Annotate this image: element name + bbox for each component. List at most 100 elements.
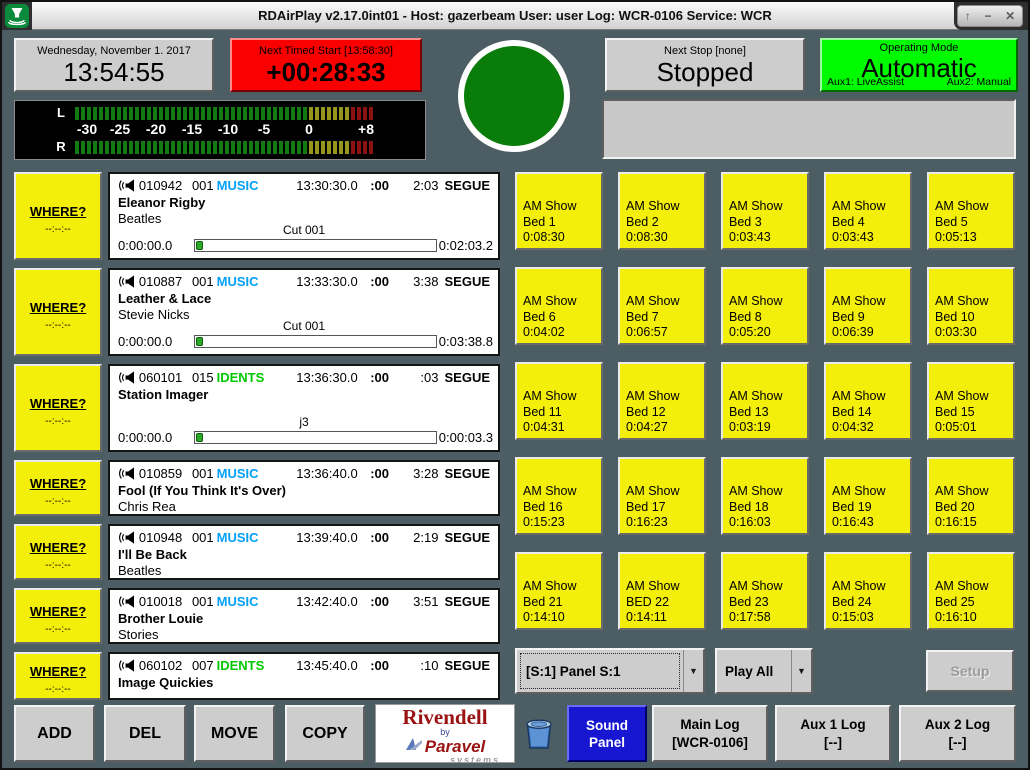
chevron-down-icon[interactable]: ▼ xyxy=(683,650,703,692)
where-button[interactable]: WHERE? --:--:-- xyxy=(14,524,102,580)
panel-button-time: 0:15:03 xyxy=(832,610,874,624)
sound-panel-pad[interactable]: AM Show Bed 10 0:03:30 xyxy=(927,267,1015,345)
panel-button-line1: AM Show xyxy=(935,388,989,403)
where-button[interactable]: WHERE? --:--:-- xyxy=(14,588,102,644)
panel-button-line1: AM Show xyxy=(832,483,886,498)
main-log-line1: Main Log xyxy=(680,716,740,732)
minimize-icon[interactable]: − xyxy=(984,9,992,23)
log-entry-card[interactable]: 010948 001 MUSIC 13:39:40.0 :00 2:19 SEG… xyxy=(108,524,500,580)
remaining-time: 0:02:03.2 xyxy=(438,238,493,253)
add-button[interactable]: ADD xyxy=(14,705,95,762)
logo-by-text: by xyxy=(440,727,450,737)
chevron-down-icon[interactable]: ▼ xyxy=(791,650,811,692)
sound-panel-pad[interactable]: AM Show Bed 19 0:16:43 xyxy=(824,457,912,535)
cart-length: 2:03 xyxy=(413,178,439,193)
play-mode-dropdown[interactable]: Play All ▼ xyxy=(715,648,813,694)
clock-value: 13:54:55 xyxy=(63,57,165,87)
sound-panel-pad[interactable]: AM Show Bed 14 0:04:32 xyxy=(824,362,912,440)
operating-mode-display[interactable]: Operating Mode Automatic Aux1: LiveAssis… xyxy=(820,38,1018,92)
start-time: 13:36:30.0 xyxy=(296,370,358,385)
next-stop-value: Stopped xyxy=(656,57,754,87)
sound-panel-pad[interactable]: AM Show Bed 7 0:06:57 xyxy=(618,267,706,345)
aux2-log-button[interactable]: Aux 2 Log [--] xyxy=(899,705,1016,762)
where-label: WHERE? xyxy=(29,300,87,315)
cart-title: Leather & Lace xyxy=(118,291,212,306)
log-entry: WHERE? --:--:-- 010018 001 MUSIC 13:42:4… xyxy=(14,588,500,644)
close-icon[interactable]: ✕ xyxy=(1005,9,1016,23)
log-entry-card[interactable]: 010942 001 MUSIC 13:30:30.0 :00 2:03 SEG… xyxy=(108,172,500,260)
sound-panel-pad[interactable]: AM Show Bed 4 0:03:43 xyxy=(824,172,912,250)
where-button[interactable]: WHERE? --:--:-- xyxy=(14,364,102,452)
copy-button[interactable]: COPY xyxy=(285,705,365,762)
cart-artist: Beatles xyxy=(118,211,162,226)
sound-panel-pad[interactable]: AM Show Bed 18 0:16:03 xyxy=(721,457,809,535)
log-entry: WHERE? --:--:-- 010887 001 MUSIC 13:33:3… xyxy=(14,268,500,356)
sound-panel-pad[interactable]: AM Show Bed 16 0:15:23 xyxy=(515,457,603,535)
start-stop-button[interactable] xyxy=(458,40,570,152)
next-stop-display: Next Stop [none] Stopped xyxy=(605,38,805,92)
panel-button-line1: AM Show xyxy=(626,388,680,403)
sound-panel-pad[interactable]: AM Show Bed 8 0:05:20 xyxy=(721,267,809,345)
sound-panel-pad[interactable]: AM Show Bed 1 0:08:30 xyxy=(515,172,603,250)
log-entry-card[interactable]: 010859 001 MUSIC 13:36:40.0 :00 3:28 SEG… xyxy=(108,460,500,516)
trash-target[interactable] xyxy=(522,716,556,754)
sound-panel-pad[interactable]: AM Show Bed 20 0:16:15 xyxy=(927,457,1015,535)
progress-bar xyxy=(194,239,437,252)
where-button[interactable]: WHERE? --:--:-- xyxy=(14,172,102,260)
sound-panel-pad[interactable]: AM Show Bed 24 0:15:03 xyxy=(824,552,912,630)
log-entry-card[interactable]: 060101 015 IDENTS 13:36:30.0 :00 :03 SEG… xyxy=(108,364,500,452)
log-entry-card[interactable]: 060102 007 IDENTS 13:45:40.0 :00 :10 SEG… xyxy=(108,652,500,700)
panel-button-time: 0:06:39 xyxy=(832,325,874,339)
sound-panel-pad[interactable]: AM Show Bed 9 0:06:39 xyxy=(824,267,912,345)
aux2-log-line1: Aux 2 Log xyxy=(924,716,991,732)
aux1-log-button[interactable]: Aux 1 Log [--] xyxy=(775,705,891,762)
where-button[interactable]: WHERE? --:--:-- xyxy=(14,268,102,356)
panel-button-time: 0:04:02 xyxy=(523,325,565,339)
cut-label: Cut 001 xyxy=(282,319,326,333)
main-log-button[interactable]: Main Log [WCR-0106] xyxy=(652,705,768,762)
where-button[interactable]: WHERE? --:--:-- xyxy=(14,652,102,700)
cart-length: 2:19 xyxy=(413,530,439,545)
group-number: 007 xyxy=(191,658,214,673)
log-entry: WHERE? --:--:-- 010942 001 MUSIC 13:30:3… xyxy=(14,172,500,260)
meter-scale: -30 -25 -20 -15 -10 -5 0 +8 xyxy=(76,120,374,137)
panel-button-line1: AM Show xyxy=(935,578,989,593)
sound-panel-pad[interactable]: AM Show Bed 11 0:04:31 xyxy=(515,362,603,440)
panel-button-line2: Bed 17 xyxy=(626,499,666,514)
log-entry: WHERE? --:--:-- 010948 001 MUSIC 13:39:4… xyxy=(14,524,500,580)
panel-button-line2: Bed 4 xyxy=(832,214,865,229)
panel-selector-dropdown[interactable]: [S:1] Panel S:1 ▼ xyxy=(515,648,705,694)
sound-panel-pad[interactable]: AM Show Bed 5 0:05:13 xyxy=(927,172,1015,250)
shade-icon[interactable]: ↑ xyxy=(964,9,971,23)
move-button[interactable]: MOVE xyxy=(194,705,275,762)
sound-panel-pad[interactable]: AM Show BED 22 0:14:11 xyxy=(618,552,706,630)
sound-panel-pad[interactable]: AM Show Bed 13 0:03:19 xyxy=(721,362,809,440)
cart-number: 010859 xyxy=(138,466,183,481)
sound-panel-pad[interactable]: AM Show Bed 15 0:05:01 xyxy=(927,362,1015,440)
log-entry-card[interactable]: 010018 001 MUSIC 13:42:40.0 :00 3:51 SEG… xyxy=(108,588,500,644)
aux2-log-line2: [--] xyxy=(948,734,967,750)
panel-button-time: 0:03:43 xyxy=(832,230,874,244)
sound-panel-pad[interactable]: AM Show Bed 17 0:16:23 xyxy=(618,457,706,535)
sound-panel-pad[interactable]: AM Show Bed 6 0:04:02 xyxy=(515,267,603,345)
panel-button-line1: AM Show xyxy=(832,388,886,403)
sound-panel-pad[interactable]: AM Show Bed 25 0:16:10 xyxy=(927,552,1015,630)
sound-panel-pad[interactable]: AM Show Bed 23 0:17:58 xyxy=(721,552,809,630)
where-button[interactable]: WHERE? --:--:-- xyxy=(14,460,102,516)
sound-panel-pad[interactable]: AM Show Bed 12 0:04:27 xyxy=(618,362,706,440)
cut-label: Cut 001 xyxy=(282,223,326,237)
sound-panel-button[interactable]: Sound Panel xyxy=(567,705,647,762)
cart-number: 010942 xyxy=(138,178,183,193)
delete-button[interactable]: DEL xyxy=(104,705,186,762)
log-entry-card[interactable]: 010887 001 MUSIC 13:33:30.0 :00 3:38 SEG… xyxy=(108,268,500,356)
sound-panel-pad[interactable]: AM Show Bed 2 0:08:30 xyxy=(618,172,706,250)
sound-panel-pad[interactable]: AM Show Bed 21 0:14:10 xyxy=(515,552,603,630)
panel-button-line1: AM Show xyxy=(935,293,989,308)
panel-grid: AM Show Bed 1 0:08:30 AM Show Bed 2 0:08… xyxy=(515,172,1015,630)
panel-button-line2: Bed 8 xyxy=(729,309,762,324)
datetime-display: Wednesday, November 1. 2017 13:54:55 xyxy=(14,38,214,92)
setup-button[interactable]: Setup xyxy=(926,650,1014,692)
sound-panel-pad[interactable]: AM Show Bed 3 0:03:43 xyxy=(721,172,809,250)
panel-button-time: 0:04:31 xyxy=(523,420,565,434)
cart-title: Fool (If You Think It's Over) xyxy=(118,483,287,498)
